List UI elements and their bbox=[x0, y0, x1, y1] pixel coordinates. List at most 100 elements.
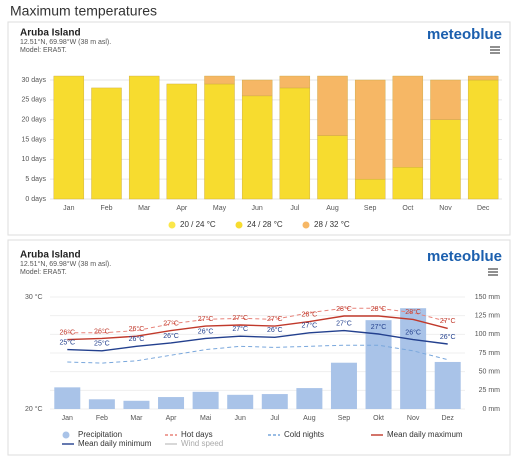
legend-label: 24 / 28 °C bbox=[247, 220, 283, 229]
data-label: 28°C bbox=[302, 310, 318, 318]
x-tick-label: Mai bbox=[200, 415, 212, 422]
data-label: 25°C bbox=[94, 340, 110, 348]
x-tick-label: Feb bbox=[96, 415, 108, 422]
x-tick-label: Dec bbox=[477, 205, 490, 212]
x-tick-label: Aug bbox=[303, 415, 316, 422]
precipitation-bar bbox=[261, 394, 288, 409]
x-tick-label: Sep bbox=[338, 415, 351, 422]
y2-tick-label: 0 mm bbox=[483, 406, 501, 413]
data-label: 26°C bbox=[163, 332, 179, 340]
bar-segment bbox=[53, 75, 85, 200]
legend-label: 20 / 24 °C bbox=[180, 220, 216, 229]
y2-tick-label: 100 mm bbox=[475, 331, 500, 338]
data-label: 26°C bbox=[440, 333, 456, 341]
legend-label: Precipitation bbox=[78, 430, 122, 439]
bar-segment bbox=[430, 119, 461, 200]
y-tick-label: 10 days bbox=[21, 156, 46, 163]
legend-swatch bbox=[168, 221, 176, 229]
x-tick-label: Mar bbox=[138, 205, 151, 212]
x-tick-label: Nov bbox=[407, 415, 420, 422]
data-label: 27°C bbox=[232, 325, 248, 333]
x-tick-label: Sep bbox=[364, 205, 377, 212]
legend-label: 28 / 32 °C bbox=[314, 220, 350, 229]
menu-icon[interactable] bbox=[490, 46, 500, 54]
line-series bbox=[67, 344, 448, 364]
x-tick-label: Mar bbox=[130, 415, 143, 422]
y2-tick-label: 25 mm bbox=[479, 387, 501, 394]
bar-segment bbox=[241, 95, 273, 200]
line-series bbox=[67, 329, 448, 352]
data-label: 25°C bbox=[59, 338, 75, 346]
brand-logo: meteoblue bbox=[427, 248, 502, 265]
data-label: 27°C bbox=[267, 315, 283, 323]
y-tick-label: 15 days bbox=[21, 136, 46, 143]
bar-segment bbox=[241, 79, 273, 97]
data-label: 28°C bbox=[371, 305, 387, 313]
y2-tick-label: 50 mm bbox=[479, 369, 501, 376]
legend-swatch bbox=[235, 221, 243, 229]
bar-segment bbox=[317, 75, 348, 136]
data-label: 27°C bbox=[371, 323, 387, 331]
data-label: 26°C bbox=[59, 328, 75, 336]
data-label: 26°C bbox=[129, 325, 145, 333]
bar-segment bbox=[354, 79, 386, 180]
bar-segment bbox=[91, 87, 122, 200]
precipitation-bar bbox=[192, 391, 219, 409]
x-tick-label: Nov bbox=[439, 205, 452, 212]
precipitation-bar bbox=[330, 362, 357, 409]
precipitation-bar bbox=[296, 388, 323, 409]
y-tick-label: 0 days bbox=[25, 196, 46, 203]
model: Model: ERA5T. bbox=[20, 269, 67, 276]
line-series bbox=[67, 315, 448, 341]
x-tick-label: Apr bbox=[176, 205, 188, 212]
bar-segment bbox=[279, 75, 311, 89]
bar-segment bbox=[467, 79, 499, 200]
data-label: 26°C bbox=[129, 335, 145, 343]
x-tick-label: Dez bbox=[441, 415, 454, 422]
x-tick-label: Apr bbox=[166, 415, 178, 422]
precipitation-bar bbox=[400, 308, 427, 409]
bar-segment bbox=[467, 75, 499, 81]
data-label: 27°C bbox=[198, 315, 214, 323]
bar-segment bbox=[166, 83, 198, 200]
legend-label: Mean daily minimum bbox=[78, 439, 152, 448]
bar-segment bbox=[392, 167, 424, 200]
bar-segment bbox=[392, 75, 424, 168]
precipitation-bar bbox=[88, 399, 115, 409]
legend-label: Wind speed bbox=[181, 439, 223, 448]
data-label: 26°C bbox=[198, 327, 214, 335]
bar-segment bbox=[354, 178, 386, 200]
page-title: Maximum temperatures bbox=[10, 3, 157, 19]
legend-label: Mean daily maximum bbox=[387, 430, 463, 439]
y2-tick-label: 150 mm bbox=[475, 294, 500, 301]
x-tick-label: Okt bbox=[373, 415, 384, 422]
menu-icon[interactable] bbox=[488, 268, 498, 276]
bar-segment bbox=[279, 87, 311, 200]
data-label: 27°C bbox=[440, 317, 456, 325]
coordinates: 12.51°N, 69.98°W (38 m asl). bbox=[20, 38, 111, 46]
legend-swatch bbox=[302, 221, 310, 229]
precipitation-bar bbox=[227, 394, 254, 409]
data-label: 27°C bbox=[232, 314, 248, 322]
panel bbox=[7, 239, 511, 456]
data-label: 28°C bbox=[336, 305, 352, 313]
precipitation-bar bbox=[158, 397, 185, 409]
precipitation-bar bbox=[434, 361, 461, 409]
bar-segment bbox=[204, 75, 235, 85]
data-label: 27°C bbox=[163, 319, 179, 327]
x-tick-label: Jul bbox=[270, 415, 279, 422]
x-tick-label: Jul bbox=[290, 205, 299, 212]
x-tick-label: Jan bbox=[63, 205, 74, 212]
y-tick-label: 25 days bbox=[21, 97, 46, 104]
location: Aruba Island bbox=[20, 28, 81, 39]
y-tick-label: 30 days bbox=[21, 77, 46, 84]
x-tick-label: Aug bbox=[326, 205, 339, 212]
precipitation-bar bbox=[123, 400, 150, 409]
y2-tick-label: 125 mm bbox=[475, 313, 500, 320]
y-tick-label: 30 °C bbox=[25, 293, 43, 301]
bar-segment bbox=[317, 135, 348, 200]
model: Model: ERA5T. bbox=[20, 47, 67, 54]
x-tick-label: Jun bbox=[252, 205, 263, 212]
